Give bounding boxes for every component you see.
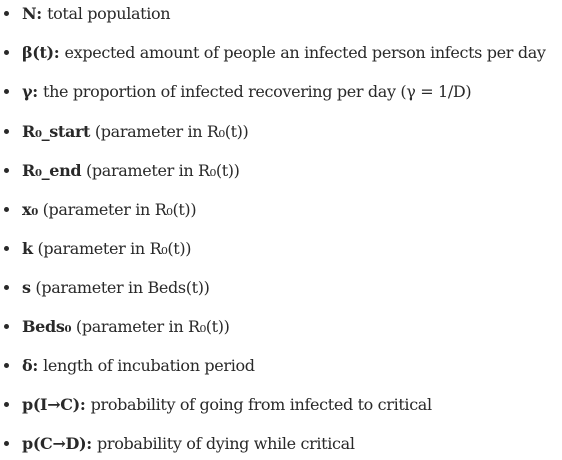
parameter-description: length of incubation period [43,355,255,375]
parameter-term: N [22,3,37,23]
parameter-description: (parameter in R₀(t)) [85,160,240,180]
bullet-icon [4,401,9,407]
parameter-description: probability of going from infected to cr… [90,394,432,414]
parameter-term: γ [22,81,33,101]
parameter-item-s: s (parameter in Beds(t)) [0,274,210,300]
parameter-separator: : [86,433,98,453]
parameter-term: Beds₀ [22,316,72,336]
bullet-icon [4,440,9,446]
parameter-item-beta: β(t): expected amount of people an infec… [0,39,546,65]
parameter-description: (parameter in R₀(t)) [94,121,249,141]
bullet-icon [4,245,9,251]
parameter-term: R₀_start [22,121,91,141]
parameter-description: (parameter in R₀(t)) [37,238,192,258]
parameter-description: probability of dying while critical [97,433,355,453]
parameter-item-p-i-c: p(I→C): probability of going from infect… [0,391,432,417]
bullet-icon [4,49,9,55]
parameter-term: x₀ [22,199,38,219]
parameter-term: p(I→C) [22,394,80,414]
parameter-item-p-c-d: p(C→D): probability of dying while criti… [0,430,355,456]
bullet-icon [4,206,9,212]
parameter-description: (parameter in R₀(t)) [42,199,197,219]
parameter-item-n: N: total population [0,0,171,26]
parameter-item-beds0: Beds₀ (parameter in R₀(t)) [0,313,230,339]
parameter-term: s [22,277,31,297]
parameter-term: β(t) [22,42,54,62]
parameter-separator: : [36,3,48,23]
bullet-icon [4,128,9,134]
parameter-description: the proportion of infected recovering pe… [43,81,472,101]
parameter-separator: : [32,81,43,101]
parameter-item-delta: δ: length of incubation period [0,352,255,378]
bullet-icon [4,10,9,16]
parameter-term: k [22,238,33,258]
parameter-term: p(C→D) [22,433,87,453]
parameter-separator: : [53,42,65,62]
parameter-separator: : [32,355,44,375]
parameter-item-k: k (parameter in R₀(t)) [0,235,191,261]
parameter-description: total population [47,3,171,23]
bullet-icon [4,284,9,290]
parameter-item-x0: x₀ (parameter in R₀(t)) [0,196,197,222]
parameter-item-r0-start: R₀_start (parameter in R₀(t)) [0,118,249,144]
bullet-icon [4,362,9,368]
parameter-term: R₀_end [22,160,82,180]
parameter-description: (parameter in R₀(t)) [75,316,230,336]
parameter-description: expected amount of people an infected pe… [64,42,546,62]
parameter-term: δ [22,355,33,375]
parameter-item-gamma: γ: the proportion of infected recovering… [0,78,472,104]
parameter-separator: : [79,394,91,414]
parameter-description: (parameter in Beds(t)) [35,277,210,297]
bullet-icon [4,88,9,94]
bullet-icon [4,323,9,329]
bullet-icon [4,167,9,173]
parameter-item-r0-end: R₀_end (parameter in R₀(t)) [0,157,240,183]
